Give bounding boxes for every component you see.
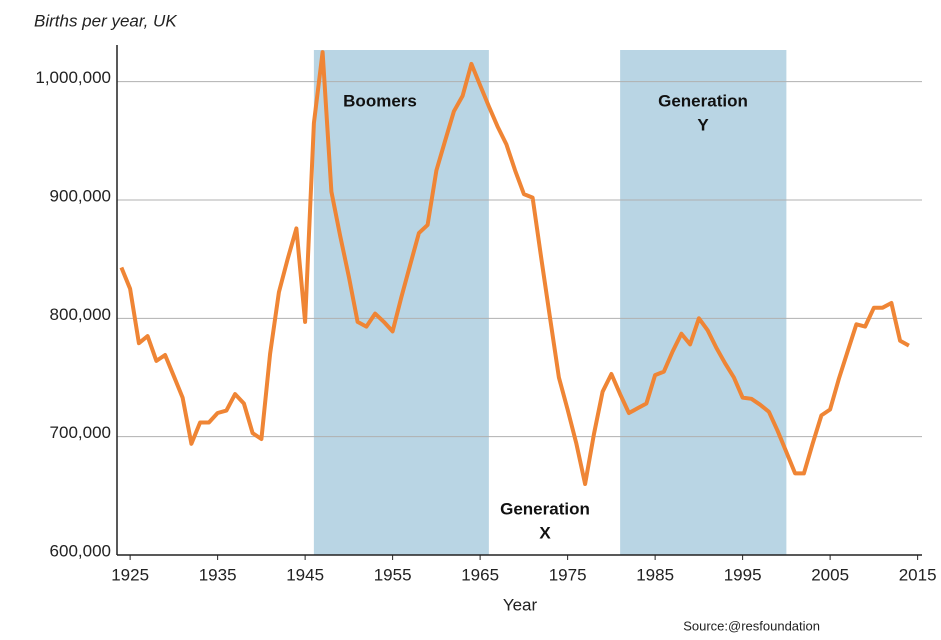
chart-title: Births per year, UK [34,11,177,30]
x-tick-label: 1935 [199,565,237,584]
y-tick-label: 600,000 [50,541,111,560]
x-tick-label: 1925 [111,565,149,584]
x-tick-label: 2005 [811,565,849,584]
y-tick-label: 1,000,000 [35,68,111,87]
x-tick-label: 1975 [549,565,587,584]
x-tick-label: 1945 [286,565,324,584]
y-tick-label: 800,000 [50,305,111,324]
x-axis-label: Year [503,595,538,614]
annotation: Generation [500,499,590,518]
x-tick-label: 1995 [724,565,762,584]
x-tick-label: 1965 [461,565,499,584]
band [620,50,787,555]
annotation: Y [697,115,709,134]
annotation: Generation [658,91,748,110]
data-line [119,50,910,486]
y-tick-label: 900,000 [50,186,111,205]
x-tick-label: 2015 [899,565,937,584]
x-tick-label: 1985 [636,565,674,584]
x-tick-label: 1955 [374,565,412,584]
y-tick-label: 700,000 [50,423,111,442]
source: Source:@resfoundation [683,618,820,633]
annotation: X [539,523,551,542]
annotation: Boomers [343,91,417,110]
